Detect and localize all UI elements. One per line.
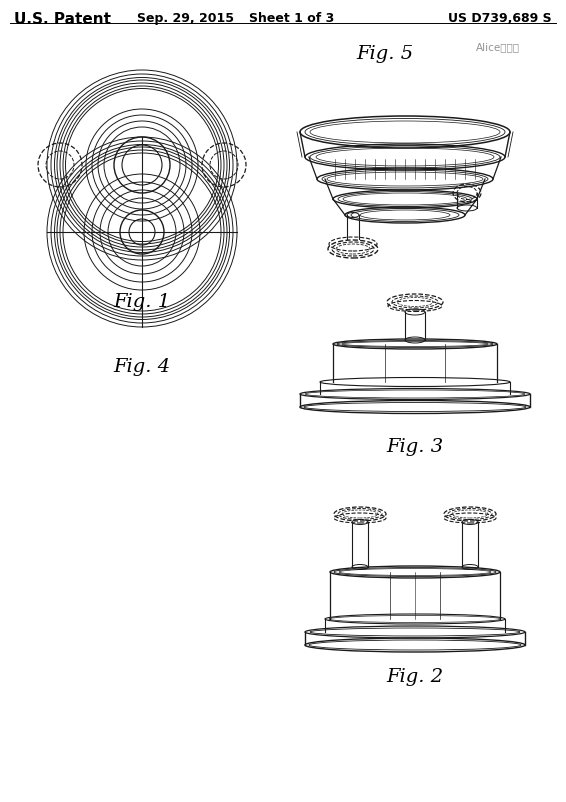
Text: Alice侵权说: Alice侵权说 xyxy=(476,42,520,52)
Text: U.S. Patent: U.S. Patent xyxy=(14,12,111,27)
Text: Fig. 2: Fig. 2 xyxy=(387,667,444,685)
Text: US D739,689 S: US D739,689 S xyxy=(448,12,552,25)
Text: Fig. 1: Fig. 1 xyxy=(113,293,170,310)
Text: Fig. 5: Fig. 5 xyxy=(357,45,414,63)
Text: Sheet 1 of 3: Sheet 1 of 3 xyxy=(250,12,335,25)
Text: Sep. 29, 2015: Sep. 29, 2015 xyxy=(136,12,234,25)
Text: Fig. 4: Fig. 4 xyxy=(113,358,170,375)
Text: Fig. 3: Fig. 3 xyxy=(387,437,444,456)
